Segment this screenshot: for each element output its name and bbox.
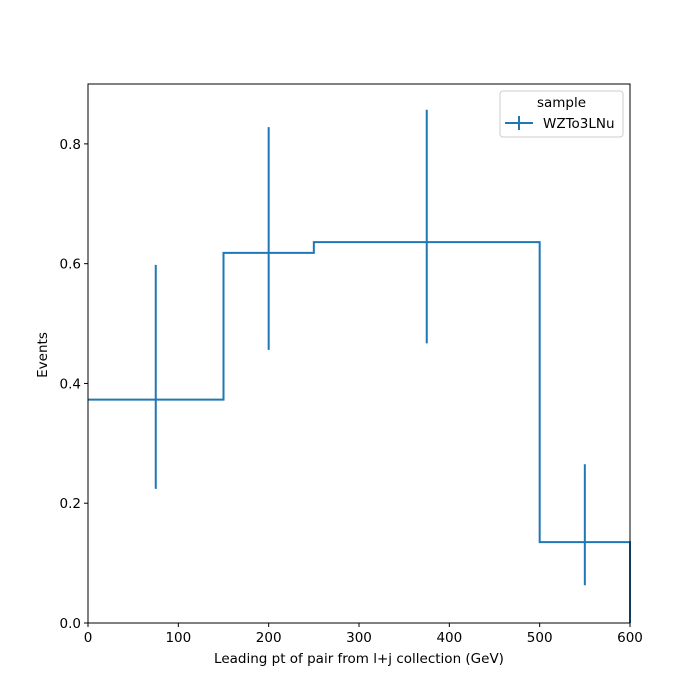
plot-area [88, 109, 631, 623]
x-axis-label: Leading pt of pair from l+j collection (… [214, 651, 504, 667]
x-tick-label: 200 [256, 630, 282, 646]
legend-title: sample [537, 95, 586, 111]
x-tick-label: 300 [346, 630, 372, 646]
x-tick-label: 400 [436, 630, 462, 646]
legend-box [499, 90, 624, 138]
y-tick-label: 0.6 [60, 257, 81, 273]
histogram-step-line [88, 241, 631, 623]
y-tick-label: 0.8 [60, 137, 81, 153]
x-tick-label: 600 [617, 630, 643, 646]
legend: sample WZTo3LNu [499, 90, 624, 138]
y-tick-label: 0.4 [60, 376, 81, 392]
y-axis-label: Events [35, 332, 51, 378]
y-axis: 0.0 0.2 0.4 0.6 0.8 [60, 137, 88, 632]
x-tick-label: 0 [84, 630, 93, 646]
x-tick-label: 100 [165, 630, 191, 646]
legend-marker-wzto3lnu [505, 116, 533, 130]
legend-entry-label: WZTo3LNu [543, 116, 615, 132]
x-tick-label: 500 [527, 630, 553, 646]
y-tick-label: 0.0 [60, 616, 81, 632]
x-axis: 0 100 200 300 400 500 600 [84, 623, 643, 646]
y-tick-label: 0.2 [60, 496, 81, 512]
